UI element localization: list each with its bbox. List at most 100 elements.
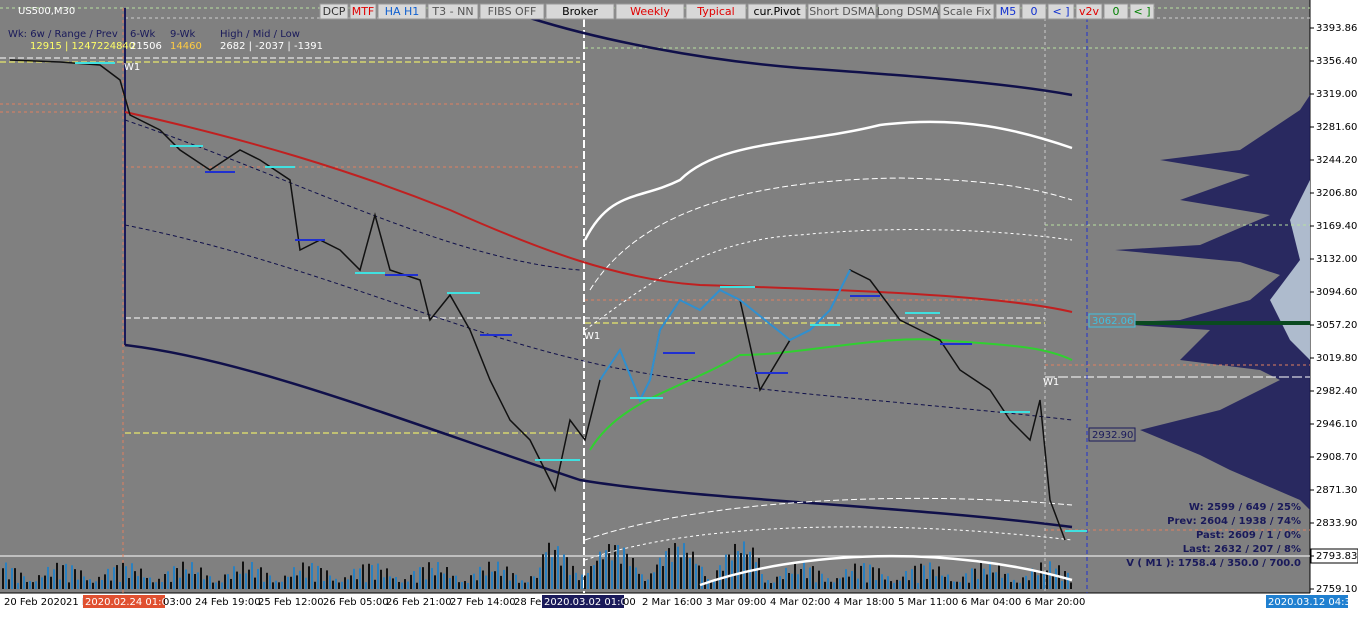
time-label: 24 Feb 19:00 — [195, 597, 261, 608]
volume-bar — [95, 581, 97, 589]
volume-bar — [227, 574, 229, 589]
toolbar-button[interactable] — [427, 3, 479, 20]
volume-bar — [1034, 571, 1036, 589]
volume-bar — [395, 577, 397, 589]
volume-bar — [713, 579, 715, 589]
button-label[interactable]: cur.Pivot — [753, 5, 801, 18]
price-label: 2793.83 — [1316, 551, 1357, 562]
volume-bar — [197, 572, 199, 589]
time-label: 5 Mar 11:00 — [898, 597, 958, 608]
toolbar-button[interactable] — [545, 3, 615, 20]
volume-bar — [947, 574, 949, 589]
toolbar-button[interactable] — [1021, 3, 1047, 20]
price-label: 3094.60 — [1316, 287, 1357, 298]
volume-bar — [1013, 579, 1015, 589]
volume-bar — [560, 565, 562, 589]
volume-bar — [1031, 568, 1033, 589]
volume-bar — [593, 565, 595, 589]
volume-bar — [572, 565, 574, 589]
volume-bar — [797, 574, 799, 589]
toolbar-button[interactable] — [1047, 3, 1075, 20]
button-label[interactable]: < ] — [1052, 5, 1069, 18]
toolbar-button[interactable] — [1075, 3, 1103, 20]
volume-bar — [98, 576, 100, 589]
volume-bar — [158, 578, 160, 589]
button-label[interactable]: 0 — [1113, 5, 1120, 18]
price-label: 2982.40 — [1316, 386, 1357, 397]
toolbar-button[interactable] — [479, 3, 545, 20]
toolbar-button[interactable] — [939, 3, 995, 20]
info-head: 9-Wk — [170, 29, 195, 40]
volume-bar — [959, 582, 961, 589]
button-label[interactable]: HA H1 — [385, 5, 420, 18]
volume-bar — [905, 570, 907, 589]
button-label[interactable]: Weekly — [630, 5, 670, 18]
toolbar-button[interactable] — [995, 3, 1021, 20]
button-label[interactable]: DCP — [323, 5, 346, 18]
button-label[interactable]: Long DSMA — [877, 5, 940, 18]
volume-bar — [131, 563, 133, 589]
volume-bar — [917, 582, 919, 589]
volume-bar — [245, 573, 247, 589]
volume-bar — [182, 561, 184, 589]
button-label[interactable]: T3 - NN — [431, 5, 473, 18]
price-tag: 3062.06 — [1092, 316, 1133, 327]
volume-bar — [971, 568, 973, 589]
info-value: 2682 | -2037 | -1391 — [220, 41, 323, 52]
button-label[interactable]: v2v — [1079, 5, 1100, 18]
volume-bar — [50, 576, 52, 589]
button-label[interactable]: FIBS OFF — [488, 5, 537, 18]
price-axis: 3393.86 3356.40 3319.00 3281.60 3244.20 3206.… — [1310, 23, 1358, 595]
time-label: 2020.02.24 01:00 — [85, 597, 174, 608]
volume-bar — [293, 567, 295, 589]
volume-bar — [413, 571, 415, 589]
button-label[interactable]: Typical — [696, 5, 734, 18]
button-label[interactable]: Broker — [562, 5, 598, 18]
volume-bar — [569, 575, 571, 589]
volume-bar — [767, 580, 769, 589]
volume-bar — [347, 579, 349, 589]
volume-bar — [806, 578, 808, 589]
volume-bar — [422, 567, 424, 589]
vertical-lines — [122, 8, 1088, 593]
time-highlight — [1266, 595, 1348, 608]
volume-bar — [680, 557, 682, 589]
volume-bar — [212, 582, 214, 589]
toolbar-button[interactable] — [877, 3, 939, 20]
volume-bar — [326, 570, 328, 589]
toolbar-button[interactable] — [685, 3, 747, 20]
toolbar-button[interactable] — [349, 3, 377, 20]
volume-bar — [599, 551, 601, 589]
price-label: 3132.00 — [1316, 254, 1357, 265]
button-label[interactable]: < ] — [1133, 5, 1150, 18]
volume-bar — [554, 549, 556, 589]
toolbar-button[interactable] — [319, 3, 349, 20]
toolbar-button[interactable] — [807, 3, 877, 20]
marker: W1 — [1043, 377, 1059, 388]
volume-bar — [170, 581, 172, 589]
toolbar-button[interactable] — [377, 3, 427, 20]
volume-bar — [641, 574, 643, 589]
price-label: 2871.30 — [1316, 485, 1357, 496]
toolbar-button[interactable] — [615, 3, 685, 20]
toolbar-button[interactable] — [1129, 3, 1155, 20]
toolbar-button[interactable] — [747, 3, 807, 20]
volume-bar — [101, 579, 103, 589]
volume-bar — [848, 576, 850, 589]
volume-bar — [611, 560, 613, 589]
button-label[interactable]: Short DSMA — [809, 5, 875, 18]
volume-bar — [800, 569, 802, 589]
volume-bar — [155, 582, 157, 589]
button-label[interactable]: M5 — [1000, 5, 1017, 18]
volume-bar — [353, 568, 355, 589]
button-label[interactable]: 0 — [1031, 5, 1038, 18]
volume-bar — [239, 573, 241, 589]
time-label: 2020.03.02 01:00 — [544, 597, 633, 608]
toolbar-button[interactable] — [1103, 3, 1129, 20]
button-label[interactable]: MTF — [352, 5, 375, 18]
volume-bar — [509, 580, 511, 589]
volume-bar — [404, 579, 406, 589]
volume-bar — [224, 574, 226, 589]
button-label[interactable]: Scale Fix — [943, 5, 992, 18]
volume-bar — [980, 562, 982, 589]
